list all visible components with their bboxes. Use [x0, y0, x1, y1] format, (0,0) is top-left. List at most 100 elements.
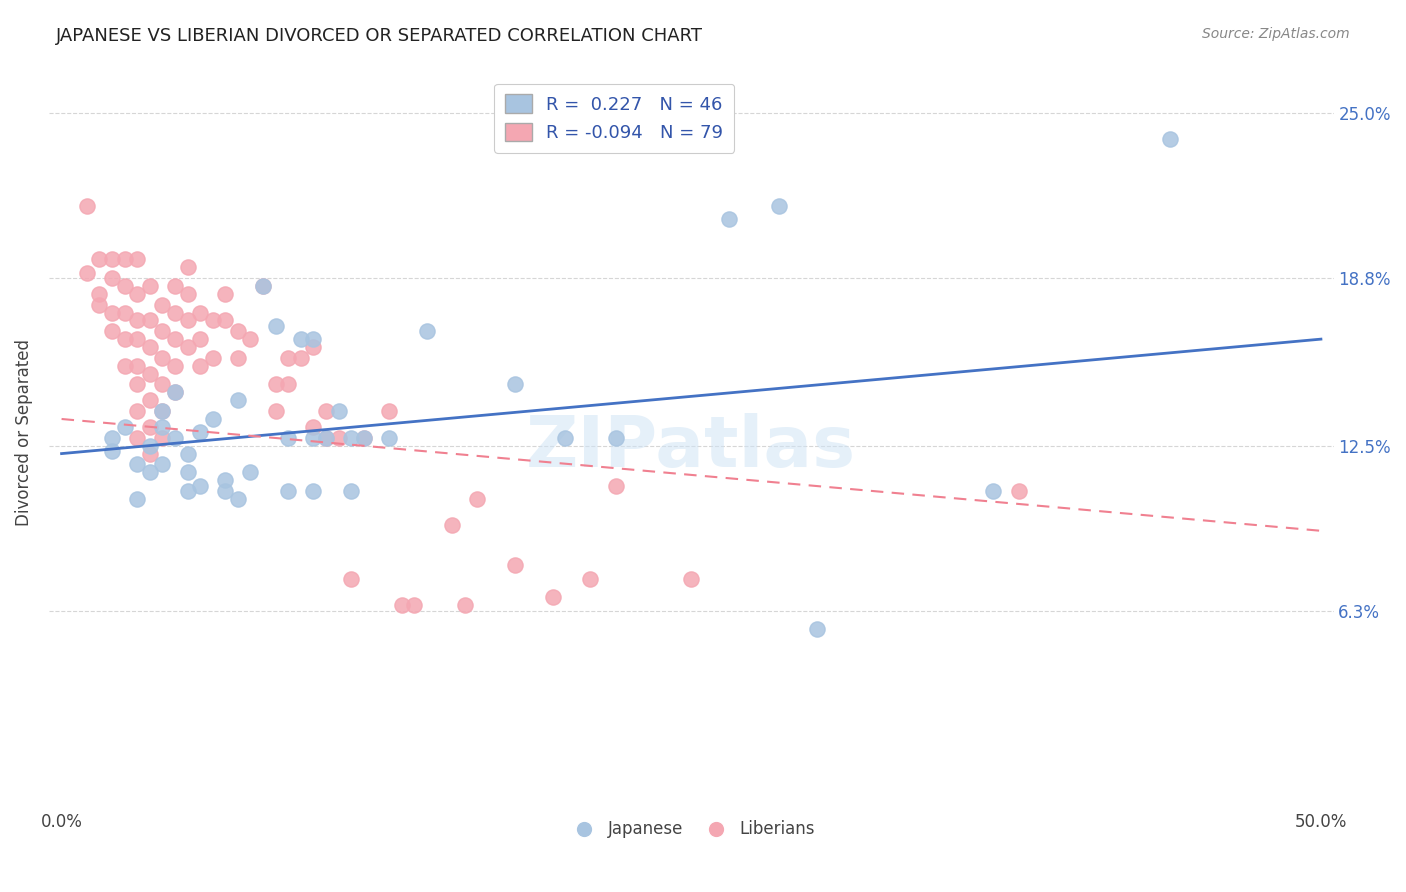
Point [127, 332, 149, 346]
Point [226, 393, 249, 408]
Point [150, 420, 173, 434]
Point [150, 324, 173, 338]
Point [188, 478, 211, 492]
Point [378, 404, 401, 418]
Point [201, 313, 224, 327]
Point [114, 252, 136, 267]
Point [176, 340, 198, 354]
Point [138, 278, 160, 293]
Point [176, 483, 198, 498]
Point [127, 286, 149, 301]
Point [176, 465, 198, 479]
Point [226, 491, 249, 506]
Point [465, 491, 488, 506]
Point [163, 332, 186, 346]
Point [605, 431, 627, 445]
Text: Source: ZipAtlas.com: Source: ZipAtlas.com [1202, 27, 1350, 41]
Point [554, 431, 576, 445]
Point [503, 558, 526, 573]
Point [681, 572, 703, 586]
Point [138, 465, 160, 479]
Point [114, 278, 136, 293]
Point [150, 404, 173, 418]
Point [605, 478, 627, 492]
Point [150, 377, 173, 392]
Text: ZIPatlas: ZIPatlas [526, 413, 856, 482]
Point [340, 572, 363, 586]
Point [163, 385, 186, 400]
Point [1159, 132, 1181, 146]
Point [188, 425, 211, 440]
Point [101, 305, 124, 319]
Point [328, 404, 350, 418]
Point [252, 278, 274, 293]
Text: JAPANESE VS LIBERIAN DIVORCED OR SEPARATED CORRELATION CHART: JAPANESE VS LIBERIAN DIVORCED OR SEPARAT… [56, 27, 703, 45]
Point [302, 420, 325, 434]
Point [302, 340, 325, 354]
Point [127, 313, 149, 327]
Point [150, 297, 173, 311]
Point [127, 404, 149, 418]
Point [138, 420, 160, 434]
Point [114, 420, 136, 434]
Point [214, 286, 236, 301]
Point [391, 599, 413, 613]
Point [114, 305, 136, 319]
Point [340, 483, 363, 498]
Point [89, 286, 111, 301]
Point [239, 465, 262, 479]
Point [1008, 483, 1031, 498]
Point [138, 340, 160, 354]
Point [188, 332, 211, 346]
Point [101, 324, 124, 338]
Point [176, 260, 198, 275]
Point [302, 332, 325, 346]
Point [214, 313, 236, 327]
Point [76, 266, 98, 280]
Point [127, 457, 149, 471]
Point [214, 483, 236, 498]
Point [163, 305, 186, 319]
Point [101, 271, 124, 285]
Point [277, 377, 299, 392]
Point [353, 431, 375, 445]
Point [114, 359, 136, 373]
Point [138, 439, 160, 453]
Point [315, 431, 337, 445]
Point [302, 431, 325, 445]
Point [226, 351, 249, 365]
Point [163, 359, 186, 373]
Point [138, 313, 160, 327]
Point [150, 457, 173, 471]
Point [101, 431, 124, 445]
Point [503, 377, 526, 392]
Point [290, 332, 312, 346]
Point [201, 412, 224, 426]
Point [127, 431, 149, 445]
Y-axis label: Divorced or Separated: Divorced or Separated [15, 339, 32, 525]
Point [89, 252, 111, 267]
Point [579, 572, 602, 586]
Point [277, 351, 299, 365]
Point [328, 431, 350, 445]
Point [264, 318, 287, 333]
Point [440, 518, 463, 533]
Point [201, 351, 224, 365]
Point [277, 431, 299, 445]
Point [290, 351, 312, 365]
Point [127, 491, 149, 506]
Point [76, 199, 98, 213]
Point [188, 305, 211, 319]
Point [138, 393, 160, 408]
Point [127, 252, 149, 267]
Point [127, 359, 149, 373]
Point [226, 324, 249, 338]
Point [541, 591, 564, 605]
Point [378, 431, 401, 445]
Point [101, 252, 124, 267]
Point [264, 404, 287, 418]
Legend: Japanese, Liberians: Japanese, Liberians [561, 814, 821, 845]
Point [163, 431, 186, 445]
Point [983, 483, 1005, 498]
Point [188, 359, 211, 373]
